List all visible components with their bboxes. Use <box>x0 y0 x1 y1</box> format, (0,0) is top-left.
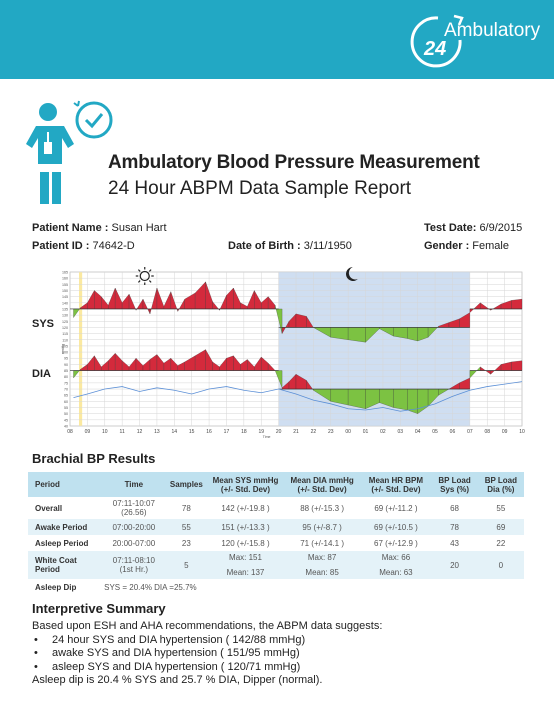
summary-body: Based upon ESH and AHA recommendations, … <box>32 620 532 688</box>
col-mean-dia: Mean DIA mmHg (+/- Std. Dev) <box>284 472 361 497</box>
x-tick-label: 08 <box>484 429 490 435</box>
sys-area-segment <box>407 327 417 341</box>
x-tick-label: 10 <box>519 429 525 435</box>
x-tick-label: 09 <box>85 429 91 435</box>
y-tick-label: 60 <box>64 400 68 404</box>
x-tick-label: 01 <box>363 429 369 435</box>
summary-conclusion: Asleep dip is 20.4 % SYS and 25.7 % DIA,… <box>32 674 532 688</box>
col-load-sys: BP Load Sys (%) <box>431 472 477 497</box>
x-tick-label: 14 <box>172 429 178 435</box>
y-tick-label: 150 <box>62 289 68 293</box>
x-tick-label: 02 <box>380 429 386 435</box>
y-tick-label: 75 <box>64 381 68 385</box>
x-tick-label: 11 <box>120 429 125 435</box>
dia-area-segment <box>226 356 233 371</box>
ambulatory-patient-icon <box>26 92 118 210</box>
table-row-overall: Overall 07:11-10:07 (26.56) 78 142 (+/-19… <box>28 497 524 519</box>
results-heading: Brachial BP Results <box>32 451 155 466</box>
col-samples: Samples <box>166 472 208 497</box>
x-tick-label: 05 <box>432 429 438 435</box>
header-bar: Ambulatory 24 <box>0 0 554 79</box>
x-tick-label: 06 <box>450 429 456 435</box>
col-load-dia: BP Load Dia (%) <box>478 472 524 497</box>
brand-logo: Ambulatory 24 <box>410 10 540 68</box>
y-tick-label: 110 <box>62 338 68 342</box>
date-of-birth: Date of Birth : 3/11/1950 <box>228 240 352 252</box>
dia-series-label: DIA <box>32 368 51 380</box>
y-tick-label: 55 <box>64 406 68 410</box>
x-tick-label: 07 <box>467 429 473 435</box>
x-tick-label: 03 <box>398 429 404 435</box>
dia-area-segment <box>512 361 522 371</box>
x-tick-label: 21 <box>293 429 299 435</box>
y-axis-label: mmHg <box>61 344 65 354</box>
x-tick-label: 12 <box>137 429 143 435</box>
y-tick-label: 65 <box>64 394 68 398</box>
sys-area-segment <box>512 299 522 309</box>
y-tick-label: 125 <box>62 320 68 324</box>
table-row-asleep-dip: Asleep Dip SYS = 20.4% DIA =25.7% <box>28 579 524 595</box>
x-tick-label: 00 <box>345 429 351 435</box>
col-time: Time <box>102 472 165 497</box>
dia-area-segment <box>393 389 407 410</box>
patient-id: Patient ID : 74642-D <box>32 240 135 252</box>
x-axis-label: Time <box>263 435 271 439</box>
y-tick-label: 160 <box>62 277 68 281</box>
summary-intro: Based upon ESH and AHA recommendations, … <box>32 620 532 634</box>
list-item: asleep SYS and DIA hypertension ( 120/71… <box>32 661 532 675</box>
y-tick-label: 115 <box>62 332 68 336</box>
y-tick-label: 45 <box>64 418 68 422</box>
y-tick-label: 135 <box>62 307 68 311</box>
col-mean-sys: Mean SYS mmHg (+/- Std. Dev) <box>207 472 284 497</box>
patient-name: Patient Name : Susan Hart <box>32 222 167 234</box>
x-tick-label: 10 <box>102 429 108 435</box>
y-tick-label: 155 <box>62 283 68 287</box>
bp-chart: 165 160 155 150 145 140 135 130 125 120 115 11 01 05 1… <box>60 264 526 444</box>
logo-text: Ambulatory <box>444 20 540 42</box>
x-tick-label: 16 <box>206 429 212 435</box>
results-table: Period Time Samples Mean SYS mmHg (+/- S… <box>28 472 524 595</box>
x-tick-label: 23 <box>328 429 334 435</box>
y-tick-label: 130 <box>62 314 68 318</box>
y-tick-label: 120 <box>62 326 68 330</box>
col-mean-hr: Mean HR BPM (+/- Std. Dev) <box>360 472 431 497</box>
x-tick-label: 17 <box>224 429 230 435</box>
table-row-white-coat: White Coat Period 07:11-08:10 (1st Hr.) 5… <box>28 551 524 579</box>
patient-gender: Gender : Female <box>424 240 509 252</box>
table-row-awake: Awake Period 07:00-20:00 55 151 (+/-13.3… <box>28 519 524 535</box>
x-tick-label: 08 <box>67 429 73 435</box>
y-tick-label: 145 <box>62 295 68 299</box>
x-tick-label: 22 <box>311 429 317 435</box>
table-row-asleep: Asleep Period 20:00-07:00 23 120 (+/-15.… <box>28 535 524 551</box>
table-header-row: Period Time Samples Mean SYS mmHg (+/- S… <box>28 472 524 497</box>
sys-series-label: SYS <box>32 318 54 330</box>
sys-area-segment <box>348 327 365 342</box>
y-tick-label: 40 <box>64 425 68 429</box>
x-tick-label: 13 <box>154 429 160 435</box>
white-coat-band <box>79 272 82 426</box>
x-tick-label: 04 <box>415 429 421 435</box>
x-tick-label: 09 <box>502 429 508 435</box>
y-tick-label: 80 <box>64 375 68 379</box>
y-tick-label: 70 <box>64 388 68 392</box>
y-tick-label: 165 <box>62 271 68 275</box>
y-tick-label: 90 <box>64 363 68 367</box>
x-tick-label: 20 <box>276 429 282 435</box>
test-date: Test Date: 6/9/2015 <box>424 222 522 234</box>
y-tick-label: 140 <box>62 301 68 305</box>
y-tick-label: 85 <box>64 369 68 373</box>
y-tick-label: 95 <box>64 357 68 361</box>
x-tick-label: 18 <box>241 429 247 435</box>
summary-list: 24 hour SYS and DIA hypertension ( 142/8… <box>32 634 532 675</box>
list-item: awake SYS and DIA hypertension ( 151/95 … <box>32 647 532 661</box>
report-subtitle: 24 Hour ABPM Data Sample Report <box>108 178 411 200</box>
list-item: 24 hour SYS and DIA hypertension ( 142/8… <box>32 634 532 648</box>
logo-number: 24 <box>424 38 446 61</box>
x-tick-label: 15 <box>189 429 195 435</box>
y-tick-label: 50 <box>64 412 68 416</box>
col-period: Period <box>28 472 102 497</box>
sys-area-segment <box>296 314 306 328</box>
summary-heading: Interpretive Summary <box>32 601 166 616</box>
report-title: Ambulatory Blood Pressure Measurement <box>108 152 480 174</box>
